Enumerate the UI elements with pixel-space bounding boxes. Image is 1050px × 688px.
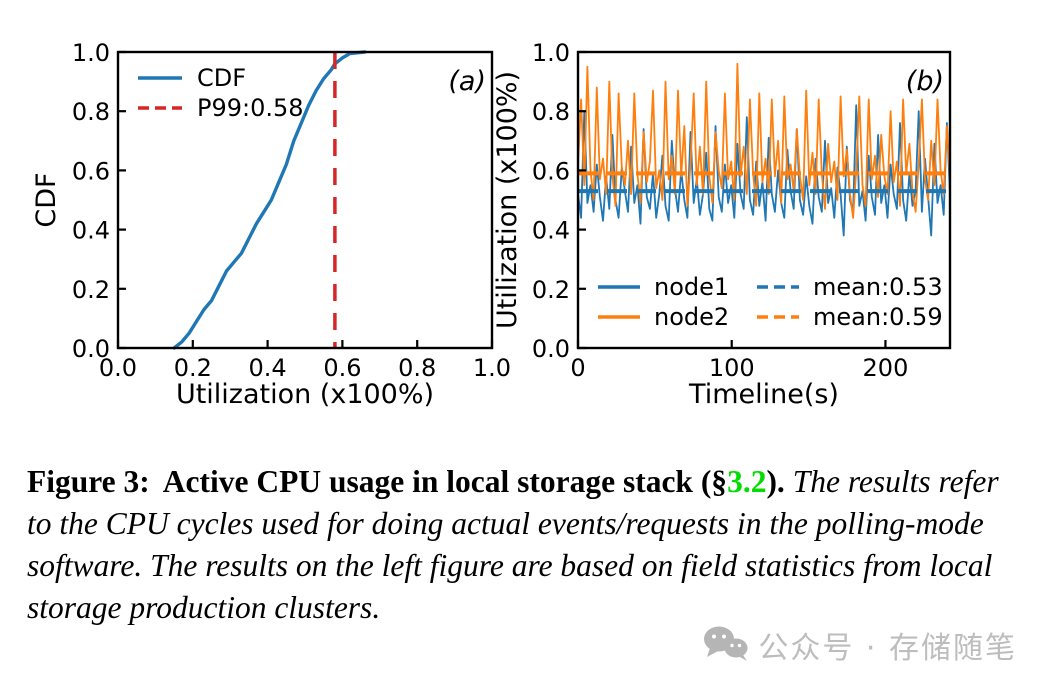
x-axis-label: Utilization (x100%) (176, 379, 434, 410)
y-tick-label: 0.0 (72, 335, 110, 363)
panel-label: (a) (448, 66, 486, 97)
caption-title-close: ). (766, 464, 785, 499)
cdf-plot: 0.0 0.2 0.4 0.6 0.8 1.0 0.0 0.2 0.4 0.6 0.8 1.0 Util… (31, 39, 511, 410)
legend-label: CDF (197, 64, 246, 92)
figure-panels: 0.0 0.2 0.4 0.6 0.8 1.0 0.0 0.2 0.4 0.6 0.8 1.0 Util… (31, 39, 952, 410)
legend-label: mean:0.59 (813, 303, 943, 331)
x-tick-label: 200 (863, 354, 909, 382)
legend-label: P99:0.58 (197, 94, 304, 122)
y-tick-label: 0.6 (532, 157, 570, 185)
figure-caption: Figure 3: Active CPU usage in local stora… (27, 461, 1029, 629)
series-line-CDF (172, 50, 367, 350)
caption-title-bold: Active CPU usage in local storage stack … (162, 464, 728, 499)
x-tick-label: 0 (570, 354, 585, 382)
x-tick-label: 0.0 (99, 354, 137, 382)
timeline-plot: 0 100 200 0.0 0.2 0.4 0.6 0.8 1.0 Timeline(s) Util… (492, 39, 952, 410)
legend-label: node2 (654, 303, 729, 331)
wechat-icon (703, 625, 749, 665)
x-tick-label: 0.8 (398, 354, 436, 382)
series-line-node1 (577, 104, 951, 237)
plot-frame (576, 50, 952, 350)
y-axis-label: CDF (31, 172, 62, 227)
x-tick-label: 0.6 (323, 354, 361, 382)
watermark: 公众号 · 存储随笔 (703, 623, 1017, 667)
legend-label: node1 (654, 273, 729, 301)
panel-label: (b) (906, 66, 944, 97)
plot-frame (116, 50, 494, 350)
y-tick-label: 0.8 (72, 98, 110, 126)
legend-label: mean:0.53 (813, 273, 943, 301)
y-tick-label: 0.4 (532, 217, 570, 245)
y-tick-label: 0.6 (72, 157, 110, 185)
y-axis-label: Utilization (x100%) (492, 71, 523, 329)
y-tick-label: 0.0 (532, 335, 570, 363)
y-tick-label: 0.8 (532, 98, 570, 126)
series-line-node2 (577, 62, 951, 219)
y-tick-label: 0.4 (72, 217, 110, 245)
x-tick-label: 100 (709, 354, 755, 382)
y-tick-label: 0.2 (532, 276, 570, 304)
watermark-text: 公众号 · 存储随笔 (758, 631, 1017, 666)
figure-number-label: Figure 3: (27, 464, 150, 499)
x-tick-label: 0.4 (249, 354, 287, 382)
y-tick-label: 0.2 (72, 276, 110, 304)
x-axis-label: Timeline(s) (688, 379, 839, 410)
x-tick-label: 0.2 (174, 354, 212, 382)
y-tick-label: 1.0 (532, 39, 570, 67)
x-tick-label: 1.0 (473, 354, 511, 382)
caption-section-ref: 3.2 (727, 464, 767, 499)
caption-body: The results refer to the CPU cycles used… (27, 464, 999, 625)
y-tick-label: 1.0 (72, 39, 110, 67)
